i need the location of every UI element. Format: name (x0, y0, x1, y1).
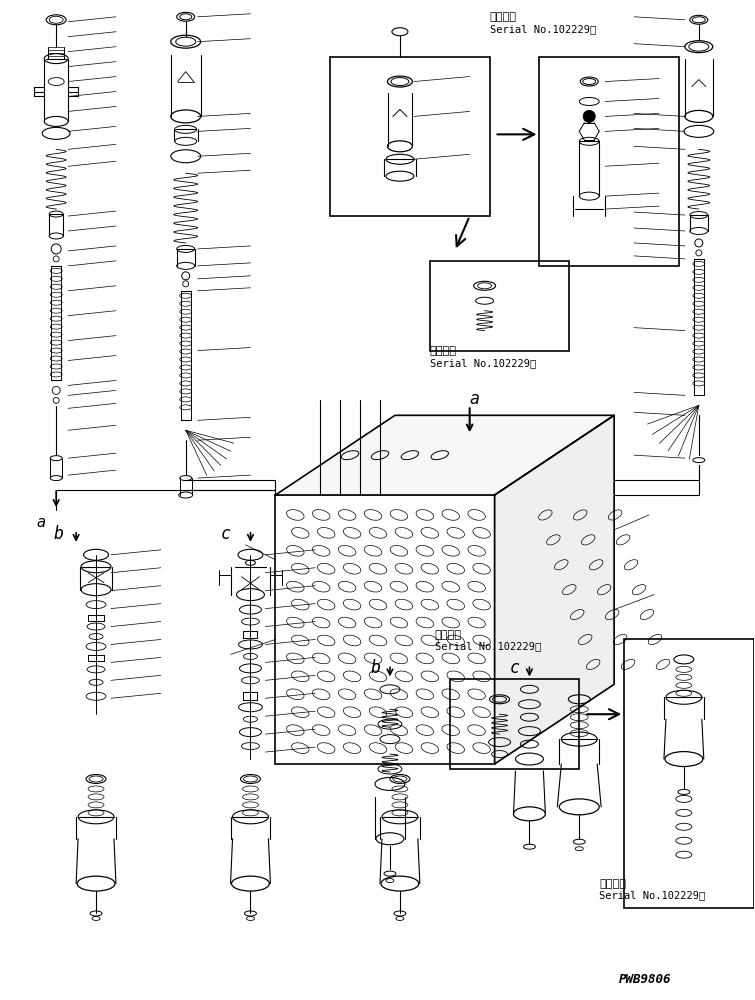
Text: 適用号機: 適用号機 (435, 630, 462, 640)
Bar (330, 57, 489, 216)
Text: a: a (470, 390, 479, 408)
Text: a: a (36, 515, 45, 530)
Text: c: c (510, 659, 519, 677)
Bar (539, 57, 679, 266)
Ellipse shape (584, 110, 595, 122)
Text: PWB9806: PWB9806 (619, 973, 672, 986)
Text: 適用号機: 適用号機 (489, 12, 516, 22)
Text: 適用号機: 適用号機 (430, 346, 457, 356)
Text: Serial No.102229～: Serial No.102229～ (599, 891, 705, 901)
Text: 適用号機: 適用号機 (599, 879, 626, 889)
Polygon shape (495, 415, 614, 764)
Bar (450, 679, 579, 769)
Text: b: b (53, 525, 63, 543)
Text: Serial No.102229～: Serial No.102229～ (489, 24, 596, 34)
Bar (276, 495, 495, 764)
Text: b: b (370, 659, 380, 677)
Polygon shape (276, 415, 614, 495)
Text: c: c (220, 525, 230, 543)
Text: Serial No.102229～: Serial No.102229～ (430, 359, 536, 369)
Bar (430, 261, 569, 351)
Bar (624, 639, 753, 908)
Text: Serial No.102229～: Serial No.102229～ (435, 641, 541, 651)
